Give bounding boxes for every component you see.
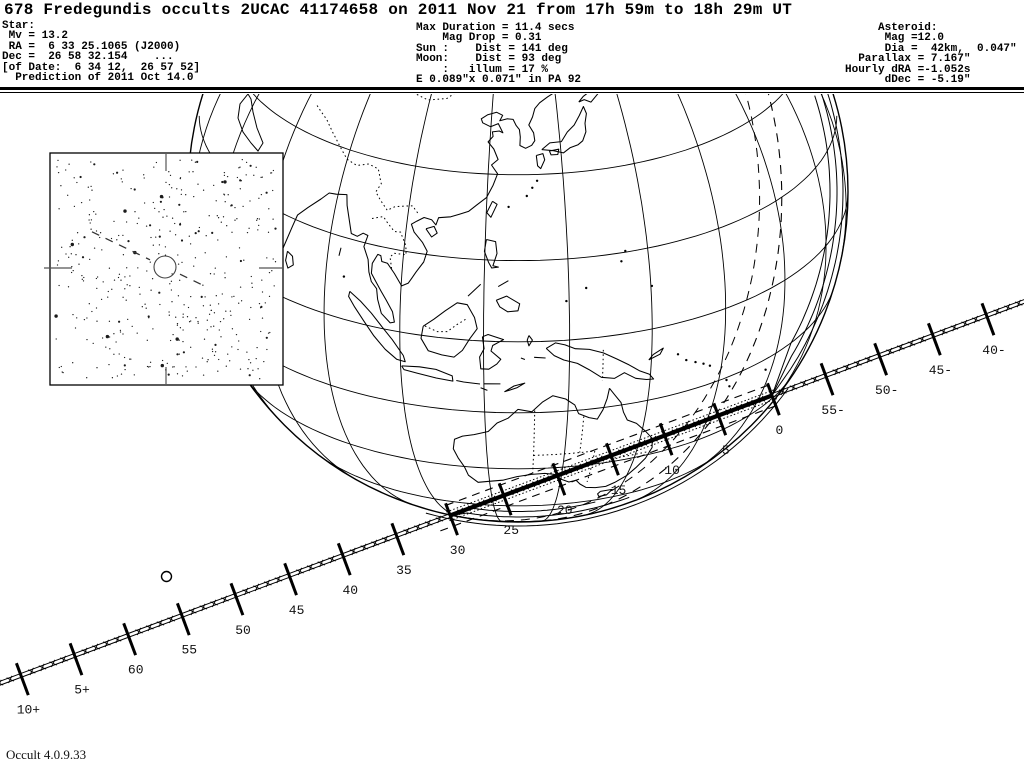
path-tick-label: 30 [450,543,466,558]
island-dots [342,179,767,409]
path-tick-label: 50- [875,383,898,398]
path-tick-label: 55- [821,403,844,418]
path-tick-label: 5+ [74,683,90,698]
path-tick-label: 60 [128,663,144,678]
path-tick-label: 10+ [17,703,41,718]
path-tick-label: 45 [289,603,305,618]
header-divider-thick [0,87,1024,90]
path-tick-label: 45- [929,363,952,378]
terminator-lines [479,94,783,522]
path-tick-label: 40 [342,583,358,598]
finder-chart-box [49,152,284,386]
event-data-block: Max Duration = 11.4 secs Mag Drop = 0.31… [416,22,582,87]
path-tick-label: 10 [664,463,680,478]
star-dots [54,158,277,380]
markers [160,570,173,583]
path-tick-label: 35 [396,563,412,578]
path-tick-label: 15 [611,483,627,498]
target-star-circle [153,255,177,279]
path-tick-label: 40- [982,343,1005,358]
path-tick-label: 50 [235,623,251,638]
limb-event-arcs [425,94,844,527]
occultation-path: 40- 45- 50- 55- 0 5 10 15 20 25 30 35 40 45 50 55 60 5+ 10… [0,299,1024,718]
finder-chart-inset [44,152,284,386]
moon-position-marker [160,570,173,583]
star-data-block: Star: Mv = 13.2 RA = 6 33 25.1065 (J2000… [2,20,201,85]
page-title: 678 Fredegundis occults 2UCAC 41174658 o… [4,1,793,19]
version-label: Occult 4.0.9.33 [6,747,87,762]
asteroid-data-block: Asteroid: Mag =12.0 Dia = 42km, 0.047" P… [845,22,1017,87]
header-divider-thin [0,92,1024,93]
path-tick-label: 25 [503,523,519,538]
asteroid-trail [91,231,208,288]
path-tick-label: 55 [181,643,197,658]
coastlines [237,94,664,498]
path-tick-label: 20 [557,503,573,518]
path-tick-label: 5 [722,443,730,458]
path-tick-label: 0 [775,423,783,438]
